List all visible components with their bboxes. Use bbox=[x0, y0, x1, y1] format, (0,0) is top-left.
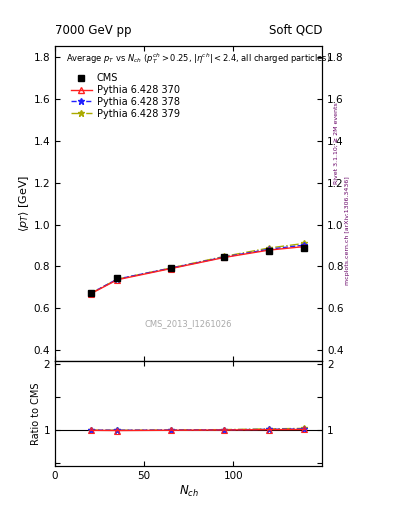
Text: Rivet 3.1.10; ≥ 2M events: Rivet 3.1.10; ≥ 2M events bbox=[334, 102, 338, 184]
Text: mcplots.cern.ch [arXiv:1306.3436]: mcplots.cern.ch [arXiv:1306.3436] bbox=[345, 176, 350, 285]
Text: Average $p_T$ vs $N_{ch}$ ($p_T^{ch}>0.25$, $|\eta^{ch}|<2.4$, all charged parti: Average $p_T$ vs $N_{ch}$ ($p_T^{ch}>0.2… bbox=[66, 51, 331, 66]
Y-axis label: Ratio to CMS: Ratio to CMS bbox=[31, 382, 41, 445]
Text: CMS_2013_I1261026: CMS_2013_I1261026 bbox=[145, 318, 232, 328]
X-axis label: $N_{ch}$: $N_{ch}$ bbox=[179, 483, 198, 499]
Y-axis label: $\langle p_T \rangle$ [GeV]: $\langle p_T \rangle$ [GeV] bbox=[17, 175, 31, 232]
Text: Soft QCD: Soft QCD bbox=[269, 24, 322, 37]
Text: 7000 GeV pp: 7000 GeV pp bbox=[55, 24, 132, 37]
Legend: CMS, Pythia 6.428 370, Pythia 6.428 378, Pythia 6.428 379: CMS, Pythia 6.428 370, Pythia 6.428 378,… bbox=[71, 73, 180, 119]
